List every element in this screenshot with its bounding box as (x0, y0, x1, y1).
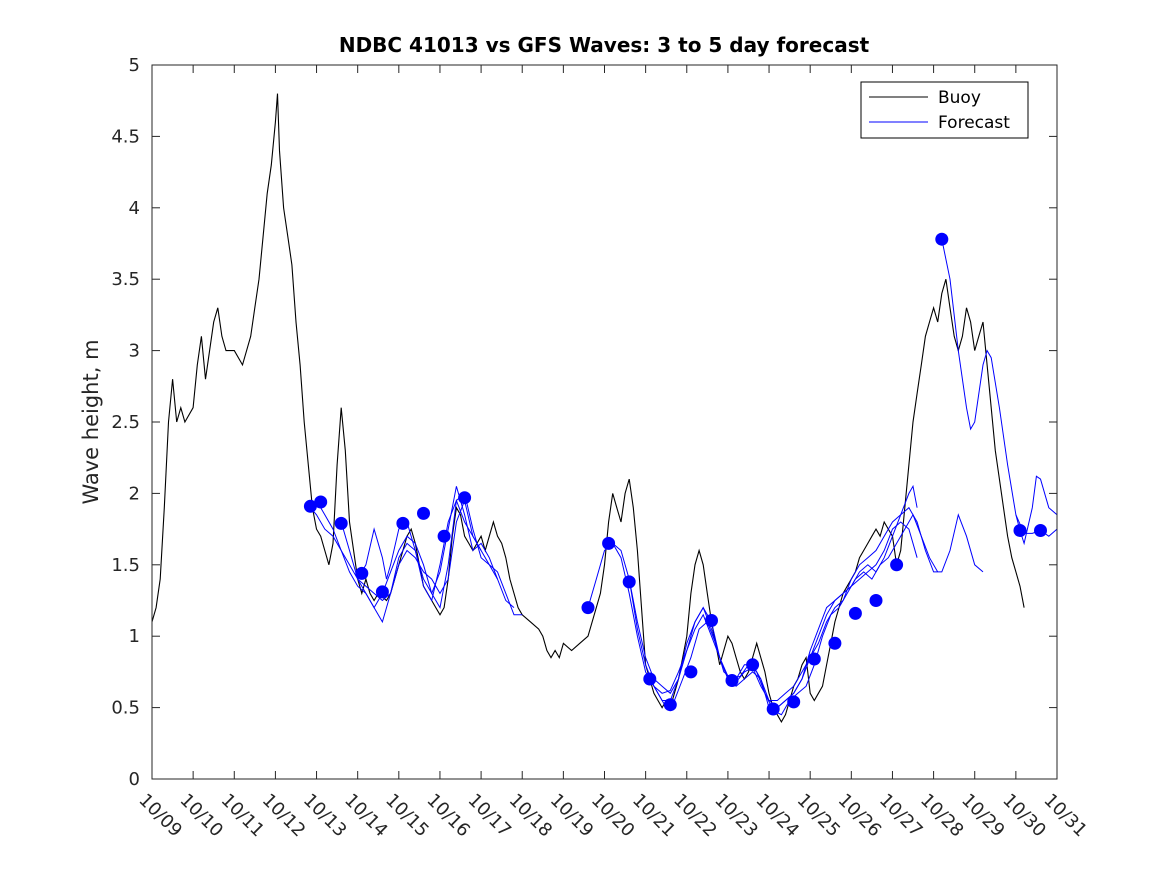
forecast-marker-28 (1034, 524, 1047, 537)
forecast-marker-25 (890, 558, 904, 572)
y-tick-label: 1.5 (111, 555, 140, 576)
series-line-buoy (151, 93, 1025, 724)
y-axis-label: Wave height, m (79, 339, 103, 504)
forecast-marker-3 (334, 516, 348, 530)
series-line-forecast-6 (612, 484, 918, 701)
forecast-marker-12 (622, 575, 636, 589)
series-line-forecast-1 (310, 498, 523, 616)
forecast-marker-27 (1013, 524, 1027, 537)
forecast-marker-9 (458, 491, 472, 505)
forecast-marker-24 (869, 594, 883, 607)
y-tick-label: 2 (129, 483, 140, 504)
forecast-marker-11 (602, 536, 616, 550)
forecast-marker-22 (828, 636, 842, 650)
legend-label-buoy: Buoy (938, 88, 981, 108)
series-line-forecast-9 (941, 239, 1058, 546)
forecast-marker-14 (663, 698, 677, 712)
y-tick-label: 1 (129, 626, 140, 647)
forecast-marker-8 (437, 529, 451, 543)
legend-label-forecast: Forecast (938, 113, 1010, 133)
y-tick-label: 3.5 (111, 269, 140, 290)
forecast-marker-5 (375, 585, 389, 599)
y-tick-label: 3 (129, 341, 140, 362)
y-tick-label: 0 (129, 769, 140, 790)
series-line-forecast-2 (316, 492, 515, 610)
chart-title: NDBC 41013 vs GFS Waves: 3 to 5 day fore… (339, 33, 870, 57)
forecast-marker-17 (725, 674, 739, 687)
forecast-marker-23 (848, 606, 862, 620)
forecast-marker-20 (787, 695, 801, 709)
forecast-marker-6 (396, 516, 410, 530)
forecast-marker-18 (746, 658, 760, 672)
y-tick-label: 2.5 (111, 412, 140, 433)
y-tick-label: 4.5 (111, 126, 140, 147)
forecast-marker-2 (314, 495, 328, 509)
forecast-marker-1 (303, 499, 317, 513)
forecast-marker-15 (684, 665, 698, 679)
legend: Buoy Forecast (860, 81, 1029, 139)
series-line-forecast-3 (340, 486, 498, 624)
forecast-marker-19 (766, 702, 780, 716)
forecast-marker-21 (807, 652, 821, 666)
forecast-marker-13 (643, 672, 657, 686)
forecast-marker-7 (417, 506, 430, 520)
y-tick-label: 4 (129, 198, 140, 219)
series-line-forecast-4 (361, 499, 482, 602)
forecast-marker-4 (355, 566, 369, 580)
y-tick-label: 0.5 (111, 698, 140, 719)
legend-box (860, 81, 1029, 139)
y-tick-label: 5 (129, 55, 140, 76)
plot-area (152, 65, 1057, 779)
forecast-marker-16 (705, 614, 718, 627)
forecast-marker-26 (935, 232, 949, 246)
forecast-marker-10 (581, 601, 595, 615)
series-layer (151, 93, 1058, 724)
